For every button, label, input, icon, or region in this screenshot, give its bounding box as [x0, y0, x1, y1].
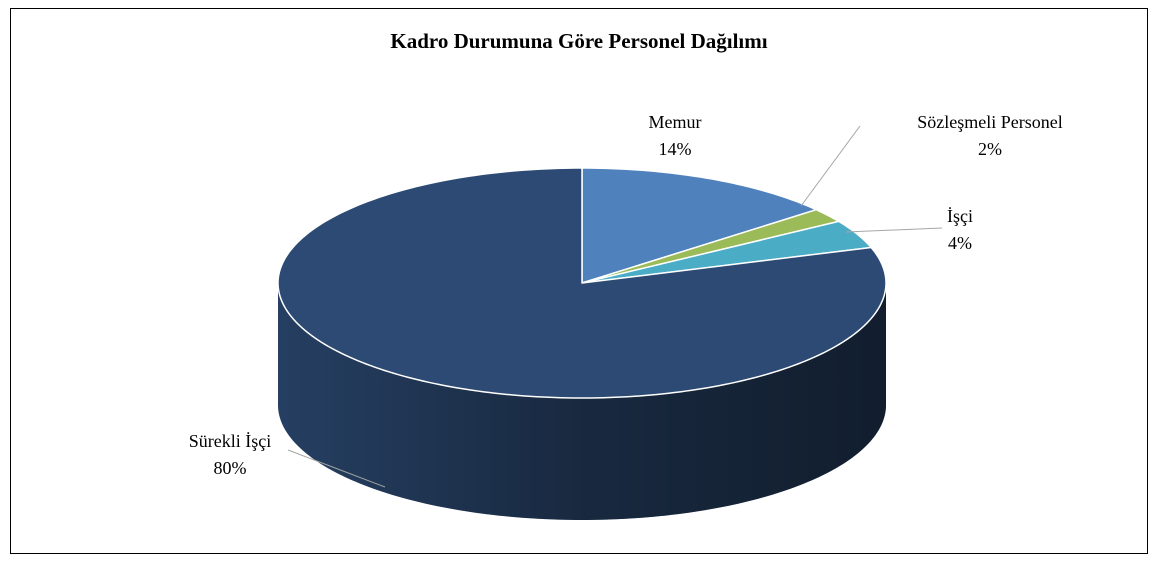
value-label: 4% [948, 233, 972, 253]
leader-line [800, 125, 861, 207]
slice-label: Sözleşmeli Personel [917, 112, 1062, 132]
slice [581, 208, 840, 284]
slice-side-shade [278, 283, 886, 520]
value-label: 80% [214, 458, 247, 478]
value-label: 14% [659, 139, 692, 159]
leader-line [845, 227, 943, 233]
slice-label: Memur [649, 112, 702, 132]
slice [277, 167, 887, 399]
value-label: 2% [978, 139, 1002, 159]
leader-line [287, 449, 386, 488]
slice-label: İşçi [947, 206, 973, 226]
slice-label: Sürekli İşçi [189, 431, 272, 451]
slice [581, 167, 817, 284]
chart-title: Kadro Durumuna Göre Personel Dağılımı [390, 29, 767, 53]
slice [581, 220, 872, 284]
